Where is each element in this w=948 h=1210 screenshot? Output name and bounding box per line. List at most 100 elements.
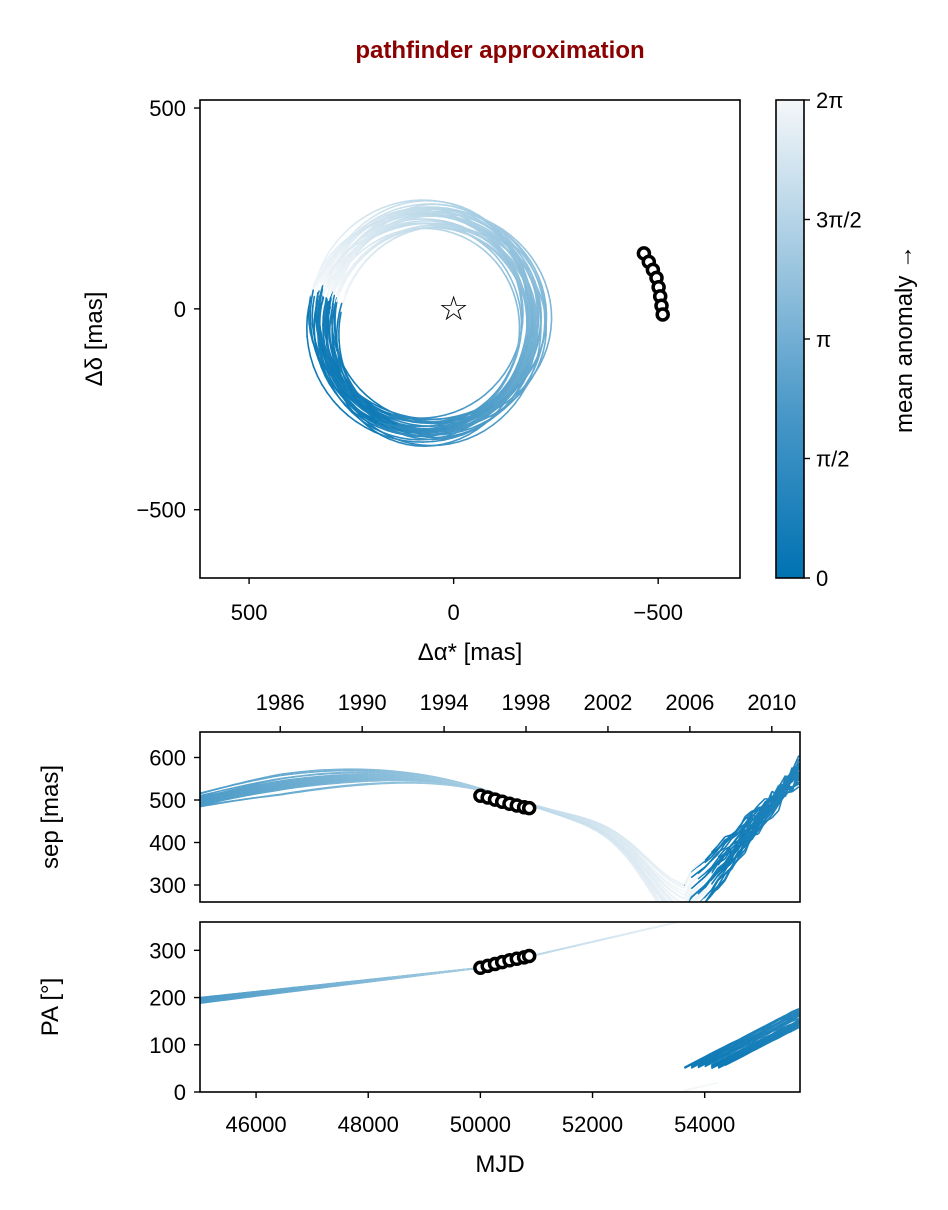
sep-track-segment <box>280 782 288 785</box>
orbit-segment <box>493 235 504 243</box>
orbit-segment <box>534 287 539 298</box>
orbit-segment <box>376 243 386 251</box>
orbit-segment <box>328 320 332 332</box>
orbit-segment <box>543 293 547 306</box>
sep-track-segment <box>643 854 652 863</box>
sep-track-segment <box>690 871 699 879</box>
orbit-segment <box>385 210 398 216</box>
orbit-segment <box>363 426 375 433</box>
orbit-segment <box>338 311 342 323</box>
sep-track-segment <box>294 781 301 784</box>
sep-track-segment <box>636 857 645 867</box>
orbit-segment <box>355 216 365 224</box>
sep-track-segment <box>771 790 780 797</box>
sep-track-segment <box>260 782 268 786</box>
orbit-segment <box>334 352 339 363</box>
sep-track-segment <box>307 783 315 786</box>
orbit-segment <box>445 425 456 430</box>
sep-track-segment <box>690 864 699 872</box>
orbit-segment <box>533 266 540 278</box>
orbit-segment <box>544 333 547 345</box>
orbit-segment <box>513 391 522 401</box>
sep-track-segment <box>442 778 450 781</box>
orbit-segment <box>530 313 534 326</box>
orbit-segment <box>329 257 336 268</box>
orbit-segment <box>523 282 528 294</box>
orbit-segment <box>317 358 324 370</box>
orbit-segment <box>502 244 511 253</box>
sep-track-segment <box>246 792 254 796</box>
orbit-segment <box>533 343 538 355</box>
orbit-segment <box>337 361 343 372</box>
orbit-segment <box>334 248 342 259</box>
orbit-segment <box>432 218 444 222</box>
orbit-segment <box>330 357 336 369</box>
orbit-segment <box>397 441 408 446</box>
orbit-segment <box>346 234 356 242</box>
orbit-segment <box>482 248 491 257</box>
orbit-segment <box>372 414 382 422</box>
sep-track-segment <box>691 910 698 917</box>
sep-track-segment <box>724 856 733 868</box>
sep-track-segment <box>657 867 665 875</box>
orbit-segment <box>338 245 347 255</box>
sep-track-segment <box>462 783 470 787</box>
orbit-segment <box>450 438 461 443</box>
orbit-segment <box>524 305 528 318</box>
orbit-segment <box>489 238 498 247</box>
orbit-segment <box>518 291 523 303</box>
sky-frame <box>199 99 741 579</box>
orbit-segment <box>308 322 312 334</box>
sep-track-segment <box>341 781 349 784</box>
orbit-segment <box>319 285 324 297</box>
sep-track-segment <box>233 795 241 799</box>
orbit-segment <box>492 417 502 426</box>
sep-track-segment <box>704 879 713 889</box>
orbit-segment <box>368 405 377 413</box>
sep-track-segment <box>233 793 241 797</box>
orbit-segment <box>323 264 329 275</box>
orbit-segment <box>517 264 523 275</box>
orbit-segment <box>389 420 400 426</box>
orbit-segment <box>415 215 426 218</box>
orbit-segment <box>369 417 379 424</box>
sep-track-segment <box>704 869 712 878</box>
orbit-segment <box>322 283 328 295</box>
sep-track-segment <box>327 781 335 785</box>
sep-track-segment <box>435 777 443 781</box>
orbit-segment <box>547 290 551 302</box>
orbit-segment <box>469 426 480 432</box>
sep-track-segment <box>213 794 221 798</box>
orbit-segment <box>436 435 447 440</box>
orbit-segment <box>376 214 388 220</box>
orbit-segment <box>374 411 384 418</box>
orbit-segment <box>337 269 345 281</box>
sep-track-segment <box>737 843 746 860</box>
orbit-segment <box>530 342 535 355</box>
sep-track-segment <box>294 791 302 794</box>
orbit-segment <box>378 420 390 426</box>
sep-track-segment <box>435 776 443 780</box>
orbit-segment <box>370 220 382 226</box>
orbit-segment <box>397 424 408 429</box>
orbit-segment <box>354 402 364 411</box>
orbit-segment <box>502 252 510 262</box>
orbit-segment <box>512 380 520 390</box>
sep-track-segment <box>737 827 746 843</box>
sep-track-segment <box>273 774 281 778</box>
sep-track-segment <box>764 807 773 820</box>
orbit-segment <box>477 393 487 401</box>
orbit-segment <box>408 438 420 441</box>
sep-track-segment <box>246 788 254 792</box>
sep-track-segment <box>260 777 268 780</box>
orbit-segment <box>368 419 379 426</box>
orbit-segment <box>538 355 545 367</box>
sep-track-segment <box>630 854 639 864</box>
orbit-segment <box>317 294 321 307</box>
orbit-segment <box>472 419 483 426</box>
sep-track-segment <box>576 815 584 820</box>
sep-track-segment <box>300 771 308 774</box>
sep-track-segment <box>589 823 598 829</box>
sep-track-segment <box>724 838 733 849</box>
sep-track-segment <box>650 873 659 883</box>
